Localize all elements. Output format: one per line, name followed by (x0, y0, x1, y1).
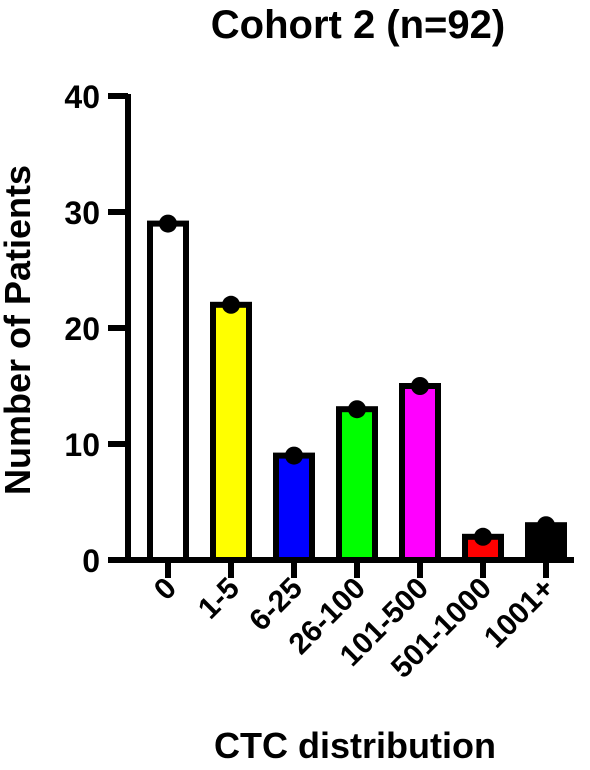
data-point (537, 516, 555, 535)
data-point (159, 214, 177, 233)
data-point (474, 527, 492, 546)
bar (273, 452, 315, 564)
bar (399, 383, 441, 563)
y-axis-label: Number of Patients (0, 165, 38, 495)
y-tick-label: 10 (64, 427, 100, 463)
bar (147, 220, 189, 563)
data-point (222, 295, 240, 314)
y-tick-label: 20 (64, 311, 100, 347)
chart-title: Cohort 2 (n=92) (211, 3, 505, 47)
data-point (348, 400, 366, 419)
y-tick-label: 0 (82, 543, 100, 579)
y-tick-label: 30 (64, 195, 100, 231)
bar (210, 301, 252, 563)
y-tick-label: 40 (64, 79, 100, 115)
data-point (285, 446, 303, 465)
x-axis-label: CTC distribution (214, 725, 496, 766)
x-tick-label: 1-5 (192, 572, 246, 626)
bar (336, 406, 378, 564)
data-point (411, 377, 429, 395)
x-tick-label: 1001+ (478, 572, 561, 655)
